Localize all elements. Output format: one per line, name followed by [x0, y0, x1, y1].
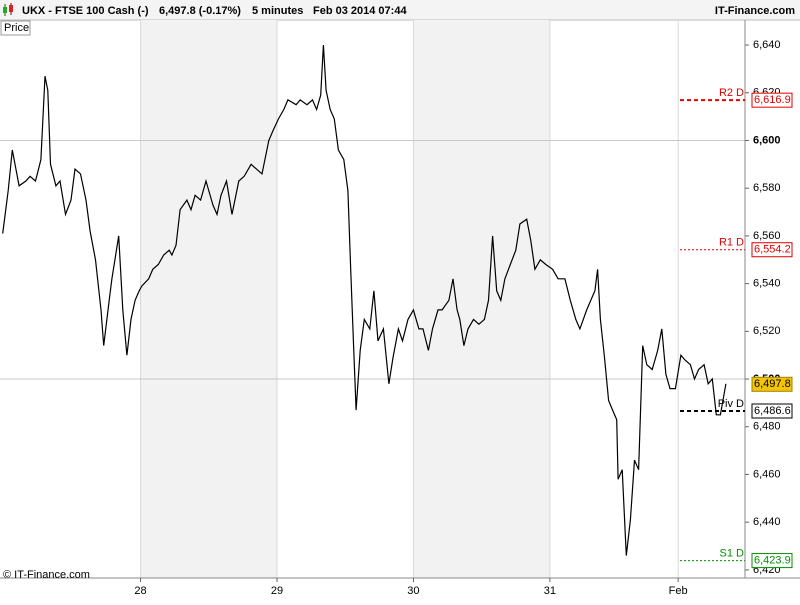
header-bar [0, 0, 800, 20]
level-value: 6,616.9 [754, 94, 791, 106]
price-label-box [0, 20, 31, 36]
price-line [2, 44, 727, 556]
y-tick-label: 6,520 [753, 325, 781, 337]
y-tick-label: 6,480 [753, 421, 781, 433]
level-value: 6,554.2 [754, 244, 791, 256]
y-tick-label: 6,560 [753, 230, 781, 242]
brand: IT-Finance.com [715, 5, 795, 17]
level-name: Piv D [718, 398, 744, 410]
x-tick-label: 31 [544, 585, 556, 597]
y-tick-label: 6,440 [753, 516, 781, 528]
y-tick-label: 6,580 [753, 182, 781, 194]
level-box [751, 553, 793, 569]
y-tick-label: 6,600 [753, 134, 781, 146]
timestamp: Feb 03 2014 07:44 [313, 5, 407, 17]
level-name: R2 D [719, 87, 744, 99]
y-tick-label: 6,640 [753, 39, 781, 51]
level-box [751, 92, 793, 108]
x-tick-label: Feb [669, 585, 688, 597]
level-name: S1 D [720, 547, 745, 559]
day-shade [140, 20, 277, 578]
last-change: 6,497.8 (-0.17%) [159, 5, 241, 17]
x-tick-label: 30 [407, 585, 419, 597]
x-tick-label: 28 [134, 585, 146, 597]
interval: 5 minutes [252, 5, 303, 17]
title: UKX - FTSE 100 Cash (-) [22, 5, 149, 17]
level-value: 6,486.6 [754, 405, 791, 417]
plot-area [0, 20, 745, 578]
level-box [751, 403, 793, 419]
y-tick-label: 6,460 [753, 468, 781, 480]
level-box [751, 242, 793, 258]
candle-icon [3, 3, 13, 16]
day-shade [413, 20, 550, 578]
last-price-label: 6,497.8 [754, 378, 791, 390]
x-tick-label: 29 [271, 585, 283, 597]
y-axis-label: Price [4, 22, 29, 34]
last-price-box [751, 376, 793, 392]
y-tick-label: 6,540 [753, 278, 781, 290]
level-value: 6,423.9 [754, 554, 791, 566]
level-name: R1 D [719, 237, 744, 249]
copyright: © IT-Finance.com [3, 569, 90, 581]
